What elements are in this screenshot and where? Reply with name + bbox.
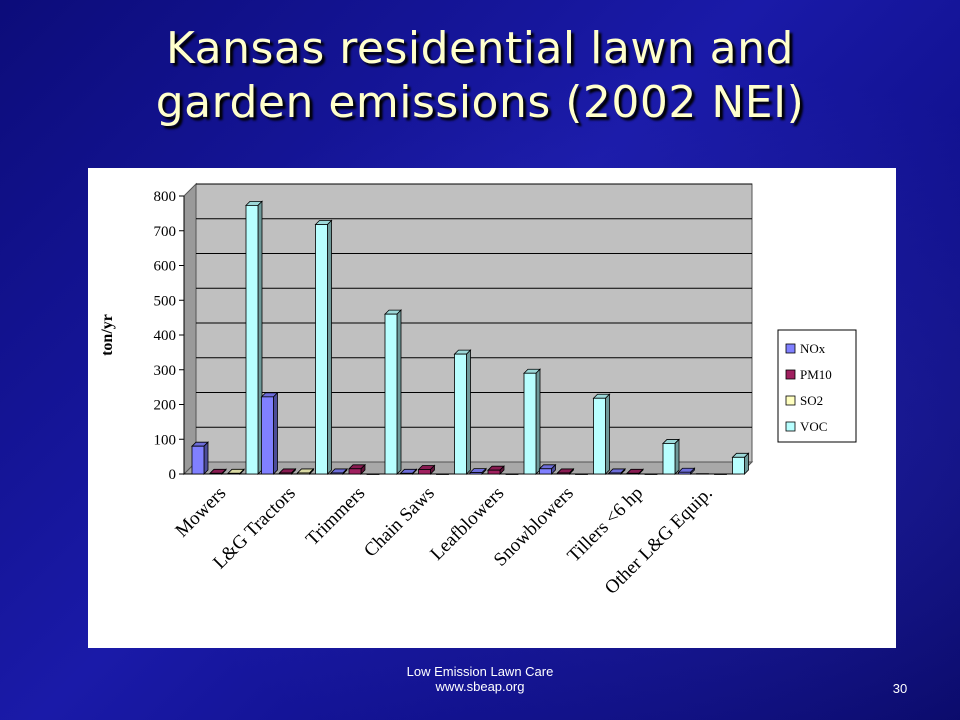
bar-pm10-5: [557, 472, 570, 475]
bar-pm10-4: [487, 469, 501, 475]
bar-side: [273, 391, 278, 475]
legend-label: SO2: [800, 393, 823, 408]
bar-side: [466, 349, 471, 475]
bar-nox-3: [400, 472, 413, 475]
title-line-1: Kansas residential lawn and: [166, 23, 794, 74]
chart-side-wall: [183, 182, 197, 476]
bar-so2-1: [297, 472, 310, 475]
bar-so2-0: [227, 472, 241, 475]
x-category-label: Trimmers: [302, 483, 369, 550]
legend-swatch: [785, 369, 796, 380]
bar-pm10-7: [696, 473, 709, 475]
bar-so2-6: [644, 473, 658, 475]
title-line-2: garden emissions (2002 NEI): [155, 77, 805, 128]
y-tick-label: 200: [154, 398, 177, 414]
bar-nox-2: [330, 472, 344, 475]
y-tick-label: 400: [154, 328, 177, 344]
legend-swatch: [785, 421, 796, 432]
bar-nox-5: [539, 468, 552, 475]
bar-voc-6: [662, 443, 676, 475]
legend-label: VOC: [800, 419, 827, 434]
bar-pm10-6: [626, 472, 640, 475]
bar-voc-4: [523, 372, 537, 475]
bar-voc-7: [732, 456, 745, 475]
footer-url: www.sbeap.org: [435, 679, 525, 694]
y-axis-label: ton/yr: [99, 314, 116, 356]
bar-side: [674, 438, 680, 475]
bar-so2-2: [366, 473, 380, 475]
y-tick-label: 800: [154, 189, 177, 205]
legend-label: PM10: [800, 367, 832, 382]
bar-so2-3: [436, 473, 449, 475]
bar-voc-1: [315, 224, 328, 475]
bar-nox-4: [469, 472, 483, 475]
bar-nox-1: [261, 396, 274, 475]
bar-nox-0: [191, 445, 205, 475]
bar-so2-5: [575, 473, 588, 475]
bar-nox-6: [608, 472, 622, 475]
legend-swatch: [785, 343, 796, 354]
emissions-bar-chart: 0100200300400500600700800ton/yrMowersL&G…: [99, 182, 857, 599]
footer-title: Low Emission Lawn Care: [406, 664, 554, 679]
slide-title: Kansas residential lawn and garden emiss…: [0, 22, 960, 130]
y-tick-label: 100: [154, 432, 177, 448]
bar-side: [744, 452, 749, 475]
bar-side: [535, 368, 541, 475]
y-tick-label: 700: [154, 224, 177, 240]
bar-side: [327, 219, 332, 475]
legend-label: NOx: [800, 341, 826, 356]
bar-pm10-1: [279, 472, 292, 475]
bar-voc-0: [245, 204, 259, 475]
legend-swatch: [785, 395, 796, 406]
chart-panel: 0 100 200 300 400 500 600 700 800 ton/yr Mowers L&G…: [88, 168, 896, 648]
bar-voc-3: [454, 353, 467, 475]
bar-side: [396, 309, 402, 475]
bar-voc-5: [593, 397, 606, 475]
y-tick-label: 600: [154, 259, 177, 275]
bar-side: [203, 441, 209, 475]
bar-so2-4: [505, 473, 519, 475]
y-tick-label: 0: [169, 467, 177, 483]
bar-pm10-2: [348, 468, 362, 475]
bar-pm10-3: [418, 469, 431, 475]
y-tick-label: 500: [154, 293, 177, 309]
bar-so2-7: [714, 473, 727, 475]
bar-voc-2: [384, 313, 398, 475]
y-tick-label: 300: [154, 363, 177, 379]
bar-pm10-0: [209, 472, 223, 475]
x-category-label: Mowers: [171, 483, 230, 542]
bar-side: [605, 393, 610, 475]
slide-footer: Low Emission Lawn Care www.sbeap.org: [380, 664, 580, 694]
bar-nox-7: [678, 471, 691, 475]
page-number: 30: [892, 681, 908, 696]
